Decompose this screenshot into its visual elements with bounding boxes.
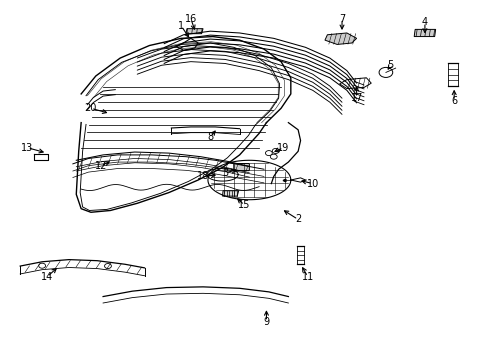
- Text: 9: 9: [263, 317, 269, 327]
- Polygon shape: [290, 178, 305, 182]
- Text: 12: 12: [94, 161, 106, 171]
- Text: 13: 13: [21, 143, 34, 153]
- Text: 11: 11: [301, 272, 313, 282]
- Circle shape: [378, 67, 392, 77]
- Text: 16: 16: [184, 14, 197, 24]
- Text: 6: 6: [450, 96, 456, 106]
- Text: 1: 1: [178, 21, 184, 31]
- Text: 5: 5: [387, 60, 393, 70]
- Polygon shape: [222, 191, 238, 196]
- Text: 19: 19: [277, 143, 289, 153]
- Text: 15: 15: [238, 200, 250, 210]
- Text: 20: 20: [84, 103, 97, 113]
- Circle shape: [39, 263, 45, 268]
- Text: 3: 3: [222, 168, 227, 178]
- Polygon shape: [325, 33, 356, 44]
- Text: 2: 2: [294, 215, 301, 224]
- Text: 18: 18: [197, 171, 209, 181]
- Polygon shape: [185, 29, 203, 34]
- Text: 4: 4: [421, 17, 427, 27]
- Text: 10: 10: [306, 179, 318, 189]
- Circle shape: [104, 264, 111, 269]
- Text: 7: 7: [338, 14, 345, 24]
- Text: 17: 17: [350, 93, 362, 103]
- Circle shape: [272, 148, 279, 153]
- Circle shape: [265, 150, 272, 156]
- FancyBboxPatch shape: [233, 163, 249, 171]
- Polygon shape: [413, 30, 435, 37]
- Circle shape: [270, 154, 277, 159]
- Text: 8: 8: [207, 132, 213, 142]
- Polygon shape: [339, 78, 370, 89]
- Text: 14: 14: [41, 272, 53, 282]
- Polygon shape: [176, 39, 198, 50]
